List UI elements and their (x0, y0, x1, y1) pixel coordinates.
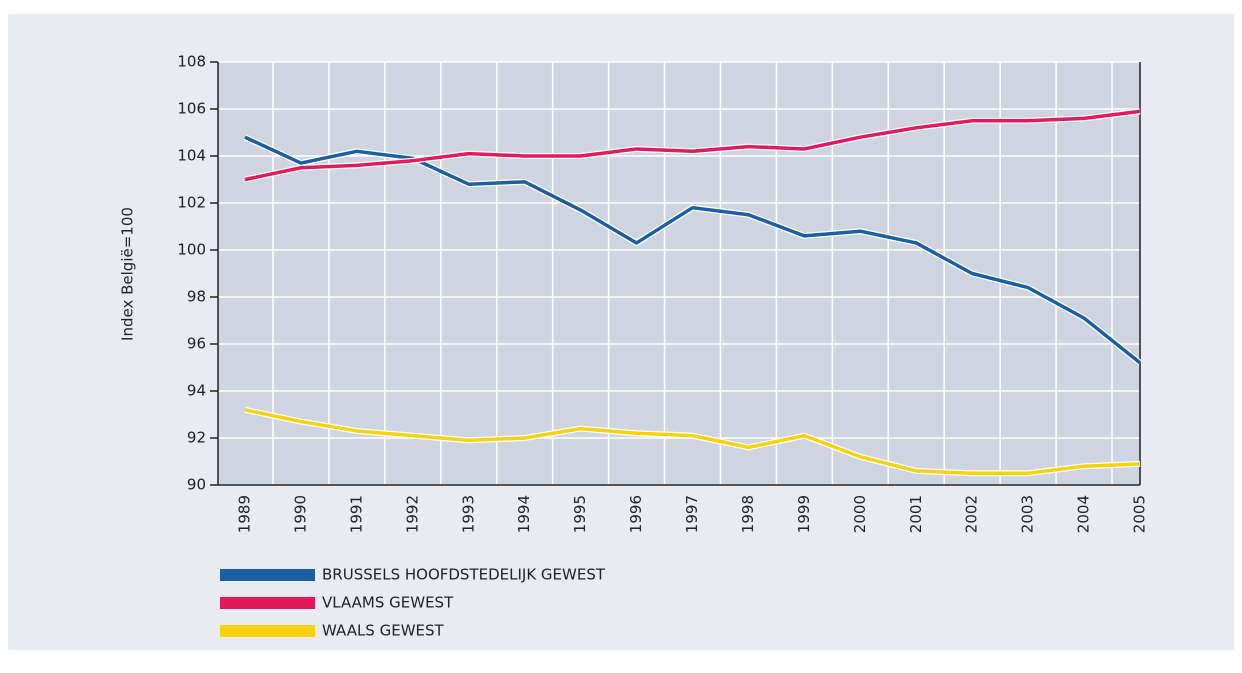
x-tick-label: 1998 (739, 495, 757, 533)
y-tick-label: 92 (187, 429, 206, 447)
legend-swatch (220, 625, 315, 637)
y-tick-label: 104 (177, 147, 206, 165)
x-tick-label: 1997 (683, 495, 701, 533)
legend-label: WAALS GEWEST (322, 622, 445, 640)
x-tick-label: 1989 (236, 495, 254, 533)
x-tick-label: 1991 (347, 495, 365, 533)
x-tick-label: 1994 (515, 495, 533, 533)
legend-label: BRUSSELS HOOFDSTEDELIJK GEWEST (322, 566, 606, 584)
legend-swatch (220, 569, 315, 581)
y-tick-label: 98 (187, 288, 206, 306)
x-tick-label: 2004 (1075, 495, 1093, 533)
x-tick-label: 1992 (403, 495, 421, 533)
y-tick-label: 106 (177, 100, 206, 118)
x-tick-label: 2003 (1019, 495, 1037, 533)
x-tick-label: 2000 (851, 495, 869, 533)
legend-label: VLAAMS GEWEST (322, 594, 454, 612)
y-tick-label: 96 (187, 335, 206, 353)
series-line (244, 408, 1141, 475)
legend-swatch (220, 597, 315, 609)
x-tick-label: 2002 (963, 495, 981, 533)
y-tick-label: 108 (177, 53, 206, 71)
y-tick-label: 90 (187, 476, 206, 494)
y-tick-label: 94 (187, 382, 206, 400)
series-line (244, 135, 1142, 365)
y-tick-label: 100 (177, 241, 206, 259)
x-tick-label: 2005 (1131, 495, 1149, 533)
x-tick-label: 1996 (627, 495, 645, 533)
y-tick-label: 102 (177, 194, 206, 212)
x-tick-label: 1999 (795, 495, 813, 533)
y-axis-label: Index België=100 (119, 207, 137, 341)
plot-area (218, 62, 1140, 485)
x-tick-label: 1990 (291, 495, 309, 533)
x-tick-label: 1995 (571, 495, 589, 533)
x-tick-label: 1993 (459, 495, 477, 533)
x-tick-label: 2001 (907, 495, 925, 533)
series-line (244, 109, 1141, 182)
